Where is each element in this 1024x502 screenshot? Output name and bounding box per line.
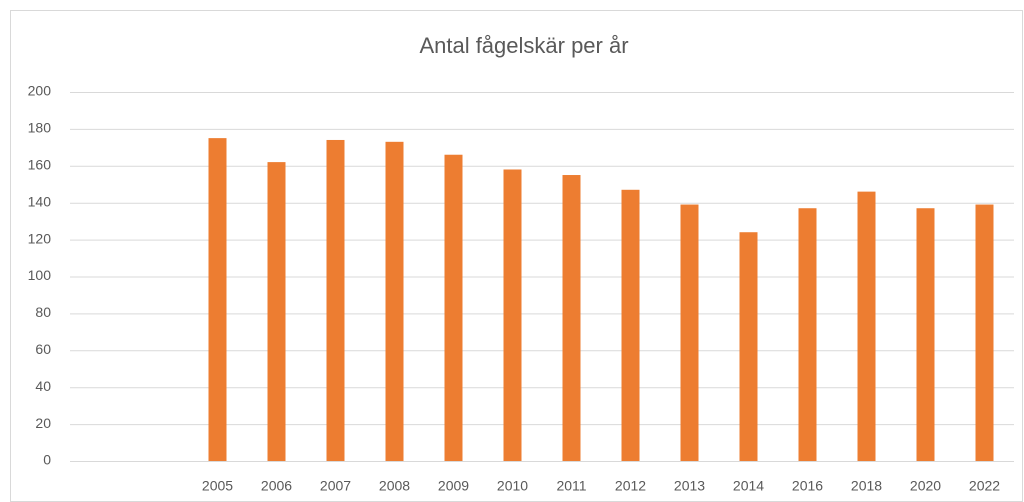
x-tick-label: 2007 — [320, 478, 351, 494]
bar — [975, 204, 994, 462]
x-tick-label: 2013 — [674, 478, 705, 494]
bar — [916, 208, 935, 461]
bar — [385, 141, 404, 461]
bar — [739, 232, 758, 461]
x-tick-label: 2010 — [497, 478, 528, 494]
bar — [798, 208, 817, 461]
x-tick-label: 2008 — [379, 478, 410, 494]
bar — [857, 191, 876, 461]
bar — [621, 189, 640, 461]
y-tick-label: 20 — [35, 415, 51, 431]
x-tick-label: 2006 — [261, 478, 292, 494]
bar — [267, 162, 286, 462]
y-tick-label: 100 — [28, 267, 52, 283]
x-tick-label: 2009 — [438, 478, 469, 494]
x-tick-label: 2011 — [556, 478, 586, 494]
y-tick-label: 80 — [35, 304, 51, 320]
bar — [208, 138, 227, 461]
y-tick-label: 60 — [35, 341, 51, 357]
y-tick-label: 120 — [28, 230, 52, 246]
x-tick-label: 2014 — [733, 478, 764, 494]
x-tick-label: 2018 — [851, 478, 882, 494]
y-tick-label: 200 — [28, 83, 52, 99]
y-tick-label: 140 — [28, 193, 52, 209]
y-tick-label: 40 — [35, 378, 51, 394]
bar — [444, 154, 463, 462]
y-tick-label: 180 — [28, 120, 52, 136]
x-tick-label: 2016 — [792, 478, 823, 494]
bar — [680, 204, 699, 462]
bar — [503, 169, 522, 462]
y-tick-label: 160 — [28, 157, 52, 173]
x-tick-label: 2022 — [969, 478, 1000, 494]
bar — [562, 175, 581, 461]
x-tick-label: 2012 — [615, 478, 646, 494]
y-tick-label: 0 — [43, 452, 51, 468]
bar — [326, 139, 345, 461]
x-tick-label: 2020 — [910, 478, 941, 494]
x-tick-label: 2005 — [202, 478, 233, 494]
chart-title: Antal fågelskär per år — [419, 33, 628, 58]
